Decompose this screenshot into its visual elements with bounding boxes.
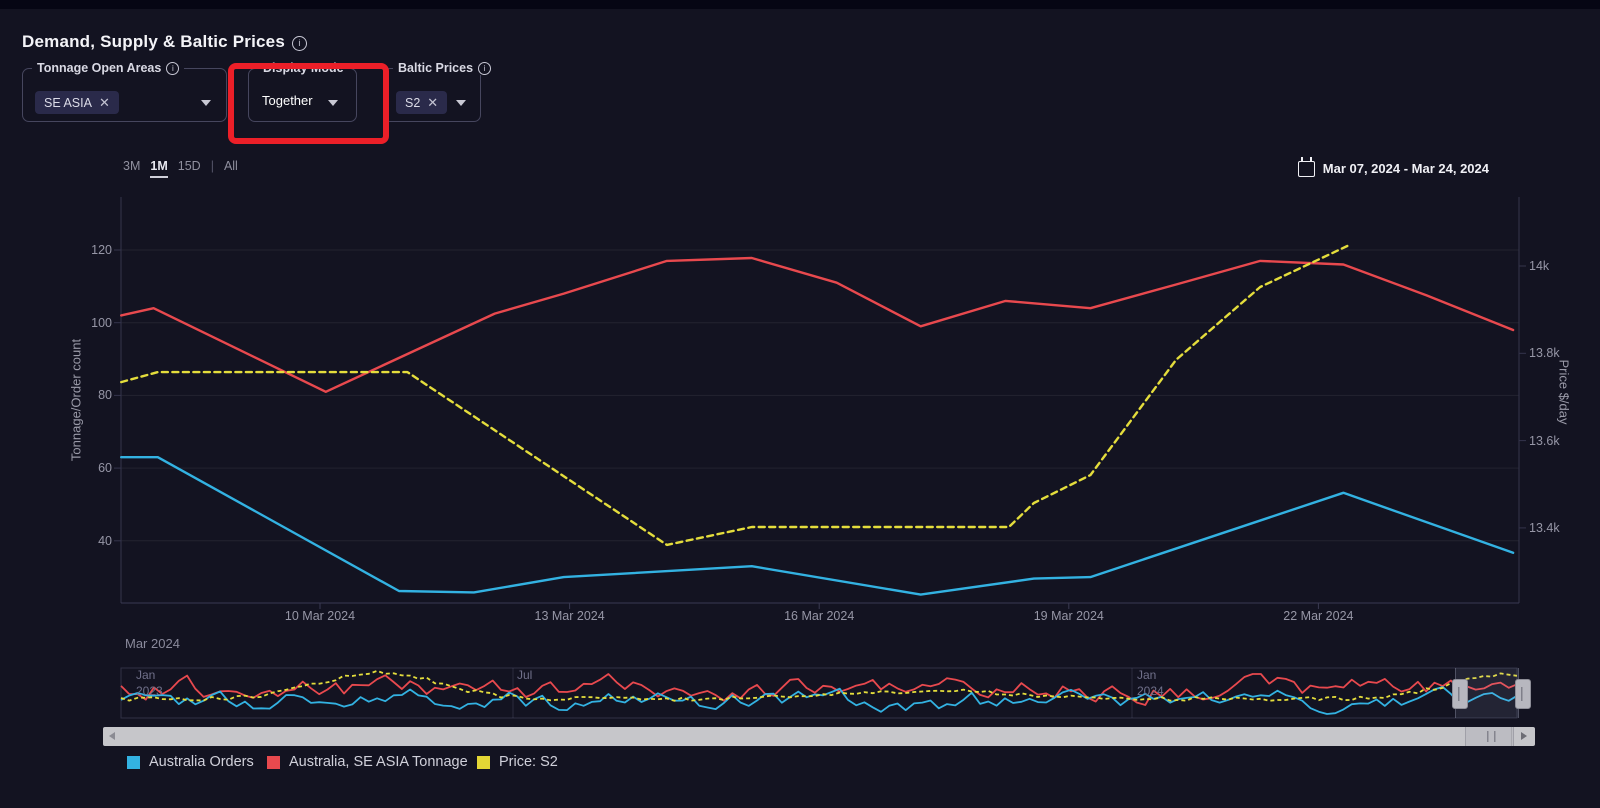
y-right-tick-label: 14k (1529, 259, 1550, 273)
navigator-line-australia-se-asia-tonnage (120, 673, 1518, 706)
x-tick-label: 16 Mar 2024 (784, 609, 855, 623)
legend-item-price-s2[interactable]: Price: S2 (477, 754, 558, 770)
range-button-1m[interactable]: 1M (150, 159, 168, 178)
info-icon[interactable]: i (478, 62, 492, 75)
x-tick-label: 10 Mar 2024 (284, 609, 356, 623)
tonnage-open-areas-select[interactable]: Tonnage Open Areas i SE ASIA ✕ (22, 61, 227, 122)
legend-label: Australia Orders (149, 754, 254, 770)
scrollbar-thumb[interactable] (1465, 727, 1514, 746)
y-left-tick-label: 60 (98, 461, 112, 476)
y-right-tick-label: 13.6k (1529, 433, 1560, 448)
y-left-tick-label: 40 (98, 533, 112, 548)
x-tick-label: 22 Mar 2024 (1283, 609, 1354, 623)
y-left-tick-label: 80 (98, 388, 112, 403)
x-tick-label: 13 Mar 2024 (534, 609, 605, 623)
chip-s2[interactable]: S2 ✕ (396, 91, 448, 114)
navigator-line-price-s2 (120, 670, 1518, 702)
legend-item-australia-orders[interactable]: Australia Orders (127, 754, 254, 770)
legend-label: Price: S2 (499, 754, 558, 770)
info-icon[interactable]: i (166, 62, 180, 75)
top-band (0, 0, 1600, 9)
x-tick-label: 19 Mar 2024 (1033, 609, 1104, 623)
scrollbar-right-arrow[interactable] (1511, 727, 1535, 746)
range-button-15d[interactable]: 15D (177, 159, 201, 173)
chip-se-asia[interactable]: SE ASIA ✕ (35, 91, 119, 114)
navigator-line-australia-orders (120, 686, 1518, 715)
y-right-tick-label: 13.8k (1529, 346, 1560, 361)
range-button-3m[interactable]: 3M (123, 159, 141, 173)
y-left-tick-label: 100 (91, 315, 112, 330)
navigator-axis-label: Jan (136, 668, 156, 682)
x-axis-context-label: Mar 2024 (125, 636, 180, 651)
info-icon[interactable]: i (291, 36, 307, 51)
page-title: Demand, Supply & Baltic Prices i (22, 32, 307, 52)
time-range-selector: 3M 1M 15D | All (123, 159, 238, 178)
date-range-text: Mar 07, 2024 - Mar 24, 2024 (1322, 160, 1489, 176)
navigator-handle-left[interactable] (1452, 679, 1468, 709)
navigator-axis-label: 2023 (136, 684, 163, 698)
baltic-prices-label: Baltic Prices i (393, 61, 497, 75)
series-line-price-s2 (119, 244, 1349, 547)
y-right-tick-label: 13.4k (1529, 520, 1560, 535)
navigator-handle-right[interactable] (1515, 679, 1531, 709)
chip-remove-icon[interactable]: ✕ (98, 95, 110, 110)
date-range-picker[interactable]: Mar 07, 2024 - Mar 24, 2024 (1297, 157, 1489, 177)
chevron-down-icon[interactable] (328, 100, 338, 106)
legend-item-australia-se-asia-tonnage[interactable]: Australia, SE ASIA Tonnage (267, 754, 468, 770)
tonnage-open-areas-label: Tonnage Open Areas i (32, 61, 185, 75)
navigator-axis-label: 2024 (1137, 684, 1164, 698)
scrollbar-track[interactable] (103, 727, 1535, 746)
display-mode-value: Together (262, 93, 313, 108)
chip-remove-icon[interactable]: ✕ (427, 95, 439, 110)
legend-swatch (267, 755, 280, 769)
range-divider: | (210, 159, 214, 173)
scrollbar-left-arrow[interactable] (103, 727, 122, 746)
page-title-text: Demand, Supply & Baltic Prices (22, 32, 285, 51)
chevron-down-icon[interactable] (201, 100, 211, 106)
navigator-axis-label: Jan (1137, 668, 1157, 682)
legend-swatch (477, 755, 490, 769)
calendar-icon (1297, 157, 1315, 177)
legend-swatch (127, 755, 140, 769)
series-line-australia-orders (119, 456, 1515, 596)
y-left-tick-label: 120 (91, 243, 112, 257)
series-line-australia-se-asia-tonnage (119, 256, 1515, 393)
navigator-axis-label: Jul (517, 668, 533, 682)
range-button-all[interactable]: All (223, 159, 238, 173)
legend-label: Australia, SE ASIA Tonnage (289, 754, 468, 770)
chevron-down-icon[interactable] (456, 100, 466, 106)
